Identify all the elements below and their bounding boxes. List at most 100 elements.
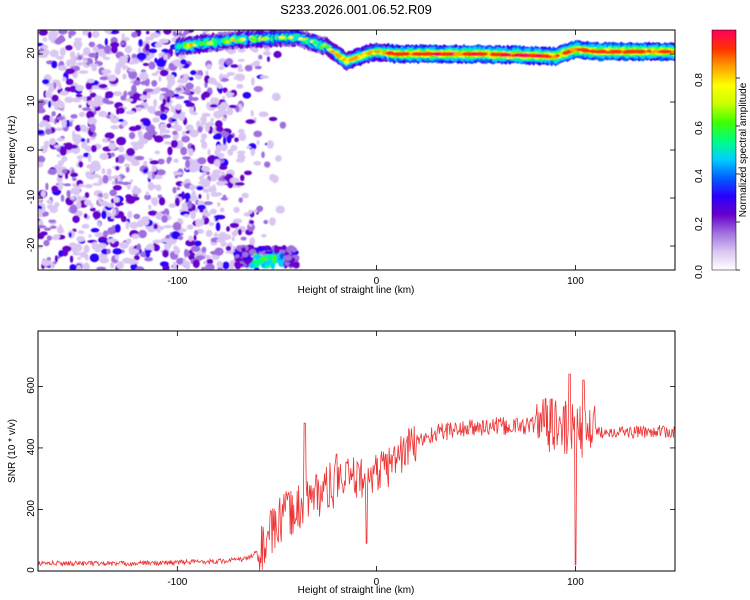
snr-y-tick-label: 0 [26, 567, 37, 573]
heatmap-cell [90, 136, 96, 141]
heatmap-cell [51, 185, 59, 193]
heatmap-cell [70, 172, 79, 178]
heatmap-cell [72, 134, 82, 142]
heatmap-cell [102, 174, 109, 184]
heatmap-cell [48, 219, 57, 223]
heatmap-cell [258, 54, 263, 60]
heatmap-cell [99, 152, 109, 160]
heatmap-cell [185, 124, 194, 132]
heatmap-cell [190, 70, 197, 76]
heatmap-cell [96, 266, 107, 270]
heatmap-cell [71, 245, 79, 254]
heatmap-cell [154, 42, 163, 48]
heatmap-cell [65, 78, 74, 86]
heatmap-cell [131, 31, 138, 38]
heatmap-cell [125, 238, 132, 244]
heatmap-cell [53, 82, 57, 90]
heatmap-cell [212, 169, 222, 175]
heatmap-cell [252, 254, 262, 260]
heatmap-cell [201, 266, 206, 270]
heatmap-cell [87, 100, 97, 106]
heatmap-cell [207, 148, 211, 156]
heatmap-cell [171, 231, 181, 240]
heatmap-cell [114, 223, 121, 233]
heatmap-cell [161, 215, 168, 223]
heatmap-cell [195, 74, 202, 80]
heatmap-cell [86, 247, 90, 251]
heatmap-cell [237, 48, 246, 53]
heatmap-cell [129, 248, 140, 254]
heatmap-cell [176, 186, 181, 191]
heatmap-cell [148, 157, 153, 162]
heatmap-cell [221, 117, 227, 122]
heatmap-cell [554, 54, 561, 58]
heatmap-cell [151, 164, 157, 172]
heatmap-cell [80, 138, 86, 143]
heatmap-cell [217, 202, 221, 207]
heatmap-cell [191, 96, 199, 101]
heatmap-cell [148, 61, 156, 70]
heatmap-cell [184, 89, 191, 95]
heatmap-cell [175, 30, 182, 34]
heatmap-cell [133, 255, 140, 261]
heatmap-cell [42, 37, 48, 42]
heatmap-cell [136, 243, 142, 251]
heatmap-cell [235, 105, 240, 113]
heatmap-cell [91, 145, 97, 153]
heatmap-cell [242, 91, 252, 99]
heatmap-cell [237, 153, 246, 162]
heatmap-cell [213, 158, 221, 167]
heatmap-cell [55, 127, 64, 131]
heatmap-cell [205, 121, 215, 127]
heatmap-cell [167, 77, 176, 87]
snr-x-tick-label: 0 [374, 577, 380, 588]
heatmap-cell [51, 60, 58, 69]
heatmap-cell [87, 31, 92, 39]
heatmap-cell [158, 75, 162, 82]
heatmap-cell [170, 118, 177, 123]
heatmap-cell [88, 234, 92, 238]
heatmap-cell [119, 241, 129, 249]
heatmap-cell [238, 132, 247, 142]
heatmap-cell [46, 199, 53, 205]
heatmap-cell [216, 38, 222, 44]
heatmap-cell [106, 168, 112, 176]
heatmap-cell [68, 30, 77, 36]
heatmap-cell [112, 248, 123, 255]
heatmap-cell [126, 148, 135, 157]
heatmap-cell [159, 123, 167, 131]
heatmap-cell [589, 49, 598, 54]
heatmap-cell [97, 221, 101, 228]
heatmap-cell [136, 52, 147, 61]
heatmap-cell [144, 194, 152, 201]
spectrogram-y-tick-label: -20 [26, 237, 37, 252]
heatmap-cell [214, 247, 224, 256]
heatmap-cell [110, 41, 120, 48]
heatmap-cell [191, 190, 197, 200]
heatmap-cell [81, 223, 90, 229]
heatmap-cell [104, 38, 108, 46]
heatmap-cell [81, 107, 91, 111]
heatmap-cell [117, 181, 124, 185]
heatmap-cell [89, 207, 96, 212]
heatmap-cell [53, 144, 61, 149]
snr-series-line [38, 373, 675, 571]
heatmap-cell [264, 36, 270, 40]
colorbar-ticks: 0.0 0.2 0.4 0.6 0.8 [694, 73, 740, 279]
heatmap-cell [236, 83, 244, 89]
heatmap-cell [102, 97, 110, 104]
heatmap-cell [216, 238, 226, 243]
heatmap-cell [106, 202, 115, 208]
heatmap-cell [164, 243, 171, 250]
heatmap-cell [144, 88, 154, 93]
heatmap-cell [152, 117, 160, 123]
heatmap-cell [175, 87, 182, 92]
snr-y-axis-label: SNR (10 * v/v) [7, 419, 18, 483]
heatmap-cell [78, 104, 82, 108]
heatmap-cell [231, 236, 235, 242]
snr-x-tick-label: 100 [567, 577, 584, 588]
spectrogram-x-tick-label: 100 [567, 276, 584, 287]
heatmap-cell [128, 70, 138, 80]
heatmap-cell [286, 247, 292, 253]
heatmap-cell [253, 85, 264, 93]
